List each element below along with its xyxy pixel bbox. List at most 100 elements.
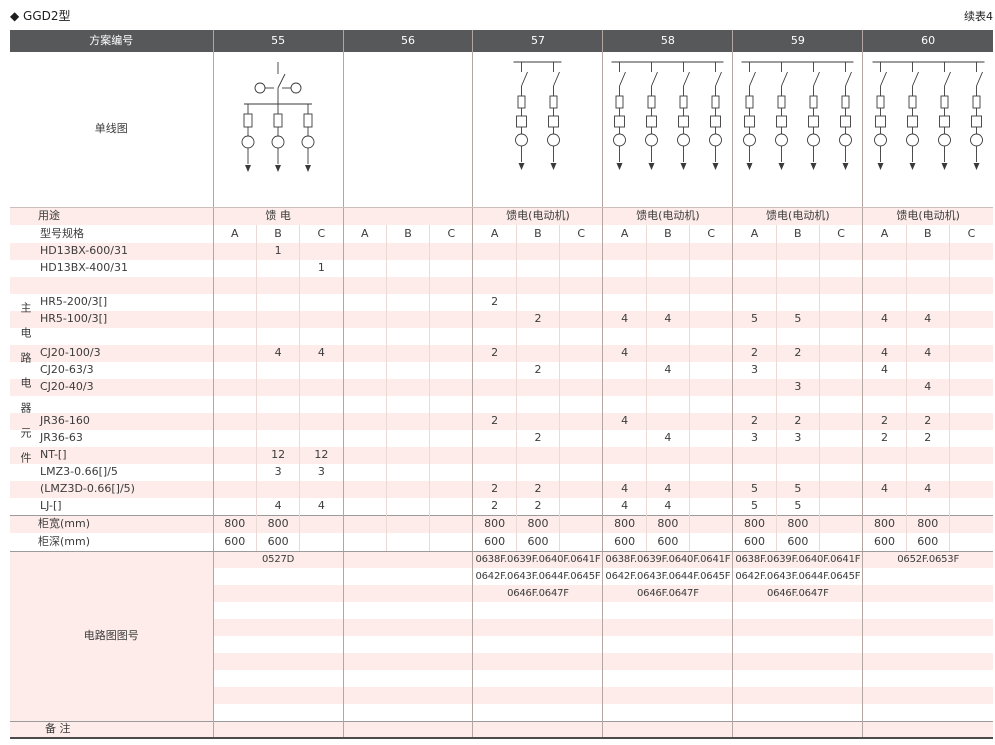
component-value: 3 <box>255 464 300 481</box>
component-value <box>818 481 863 498</box>
component-value <box>429 464 473 481</box>
side-strip-cell <box>10 345 32 362</box>
single-line-diagram-cell-58 <box>602 52 733 208</box>
component-value <box>559 328 603 345</box>
component-value <box>645 345 690 362</box>
component-value <box>775 260 820 277</box>
component-value <box>862 396 907 413</box>
component-value <box>385 396 430 413</box>
scheme-56-header: 56 <box>342 30 473 52</box>
component-value: 3 <box>775 379 820 396</box>
component-value: 4 <box>905 345 950 362</box>
component-value <box>645 260 690 277</box>
component-value <box>602 396 647 413</box>
component-value <box>385 379 430 396</box>
cabinet-width-value: 800 <box>645 514 690 533</box>
component-value <box>732 243 777 260</box>
component-value: 2 <box>732 345 777 362</box>
circuit-diagram-number <box>862 670 993 687</box>
circuit-diagram-number <box>602 619 733 636</box>
single-line-diagram-59 <box>741 61 854 171</box>
component-value: 2 <box>732 413 777 430</box>
table-row: 型号规格 A B C A B C A B C A B C A B C A B C <box>10 225 993 243</box>
single-line-diagram-cell-59 <box>732 52 863 208</box>
usage-value-58: 馈电(电动机) <box>602 207 733 225</box>
component-value <box>385 430 430 447</box>
component-value: 5 <box>732 498 777 515</box>
component-value <box>472 277 517 294</box>
component-value <box>212 430 257 447</box>
component-value <box>472 447 517 464</box>
component-value <box>905 277 950 294</box>
table-row: 电路图图号 0527D 0638F.0639F.0640F.0641F 0638F.0… <box>10 551 993 721</box>
component-value <box>689 447 733 464</box>
component-value <box>905 447 950 464</box>
circuit-diagram-number: 0638F.0639F.0640F.0641F <box>602 551 733 568</box>
scheme-58-header: 58 <box>602 30 733 52</box>
component-value <box>342 413 387 430</box>
component-value <box>212 447 257 464</box>
component-value <box>775 328 820 345</box>
component-value: 2 <box>472 294 517 311</box>
component-value <box>255 260 300 277</box>
table-row <box>10 636 993 653</box>
component-value <box>948 379 993 396</box>
cabinet-depth-label: 柜深(mm) <box>10 533 214 552</box>
component-value <box>818 294 863 311</box>
component-value <box>818 328 863 345</box>
subcol-header: B <box>905 225 950 243</box>
cabinet-width-value <box>299 514 344 533</box>
component-value <box>948 464 993 481</box>
component-value <box>342 396 387 413</box>
component-value <box>645 447 690 464</box>
component-value <box>255 481 300 498</box>
cabinet-depth-value <box>689 533 733 552</box>
subcol-header: A <box>472 225 517 243</box>
circuit-diagram-number <box>862 636 993 653</box>
subcol-header: C <box>299 225 344 243</box>
subcol-header: A <box>862 225 907 243</box>
component-value <box>905 498 950 515</box>
component-value <box>429 362 473 379</box>
component-value <box>948 345 993 362</box>
cabinet-width-value: 800 <box>515 514 560 533</box>
component-value <box>818 447 863 464</box>
component-value <box>429 328 473 345</box>
cabinet-depth-value <box>299 533 344 552</box>
table-row: 0642F.0643F.0644F.0645F 0642F.0643F.0644F… <box>10 568 993 585</box>
component-value: 3 <box>732 362 777 379</box>
component-value <box>689 294 733 311</box>
component-value <box>559 311 603 328</box>
component-value <box>385 413 430 430</box>
table-row: 0646F.0647F 0646F.0647F 0646F.0647F <box>10 585 993 602</box>
single-line-diagram-cell-55 <box>212 52 344 208</box>
component-value <box>559 413 603 430</box>
circuit-diagram-number: 0646F.0647F <box>602 585 733 602</box>
component-value <box>212 362 257 379</box>
table-row <box>10 687 993 704</box>
component-value <box>948 294 993 311</box>
component-value <box>948 498 993 515</box>
component-value <box>689 498 733 515</box>
side-strip-cell <box>10 225 32 243</box>
circuit-diagram-number <box>602 636 733 653</box>
table-row: CJ20-63/3 2 4 3 4 <box>10 362 993 379</box>
component-label <box>32 328 213 345</box>
circuit-diagram-number <box>342 704 473 721</box>
cabinet-width-value <box>342 514 387 533</box>
component-value <box>515 396 560 413</box>
side-strip-cell <box>10 311 32 328</box>
component-value <box>429 447 473 464</box>
component-value <box>212 311 257 328</box>
circuit-diagram-number: 0646F.0647F <box>732 585 863 602</box>
table-row <box>10 704 993 721</box>
component-value <box>559 447 603 464</box>
component-value <box>472 362 517 379</box>
component-value <box>732 277 777 294</box>
component-value <box>689 396 733 413</box>
component-value <box>255 328 300 345</box>
component-value <box>559 260 603 277</box>
circuit-diagram-number <box>342 568 473 585</box>
component-value <box>602 294 647 311</box>
circuit-diagram-number: 0642F.0643F.0644F.0645F <box>472 568 603 585</box>
